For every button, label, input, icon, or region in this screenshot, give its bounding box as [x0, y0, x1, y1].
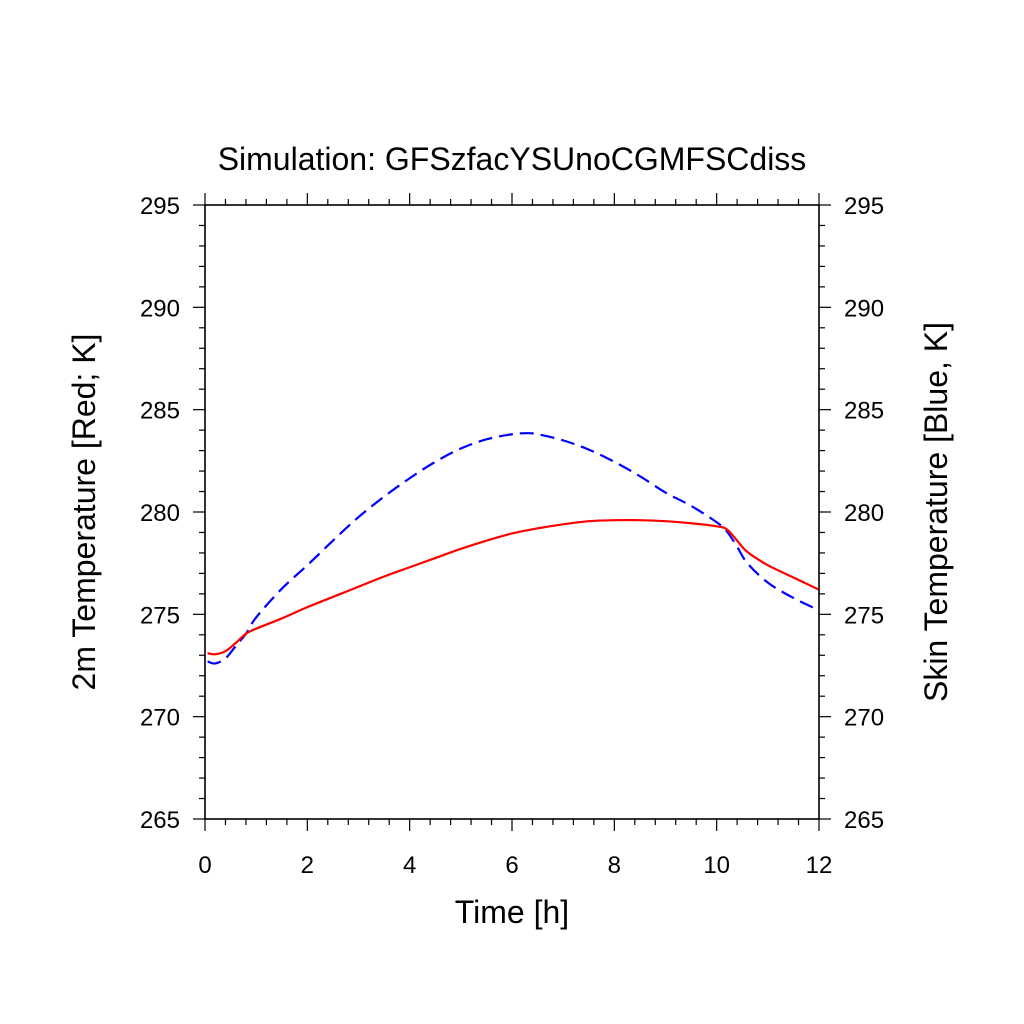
x-tick-label: 10 — [703, 852, 730, 879]
y-left-tick-label: 280 — [140, 500, 180, 527]
y-right-tick-label: 290 — [844, 295, 884, 322]
chart-title: Simulation: GFSzfacYSUnoCGMFSCdiss — [218, 141, 807, 177]
y-right-tick-label: 270 — [844, 705, 884, 732]
series-line-skin-temperature — [207, 432, 820, 665]
series-line-2m-temperature — [207, 518, 820, 656]
x-tick-label: 8 — [608, 852, 621, 879]
y-left-tick-label: 275 — [140, 602, 180, 629]
left-y-axis-title: 2m Temperature [Red; K] — [66, 334, 102, 691]
x-tick-label: 2 — [301, 852, 314, 879]
y-left-tick-label: 270 — [140, 705, 180, 732]
plot-frame — [204, 204, 820, 820]
x-axis-title: Time [h] — [455, 894, 569, 930]
series-layer — [207, 432, 820, 665]
x-tick-label: 0 — [198, 852, 211, 879]
x-tick-label: 12 — [806, 852, 833, 879]
y-right-tick-label: 280 — [844, 500, 884, 527]
y-left-tick-label: 285 — [140, 398, 180, 425]
tick-labels-layer: 0 2 4 6 8 10 12 265 265 270 270 275 275 280 280 285 285 2… — [140, 193, 884, 879]
ticks-layer — [193, 193, 831, 831]
x-tick-label: 6 — [505, 852, 518, 879]
y-right-tick-label: 285 — [844, 398, 884, 425]
y-right-tick-label: 295 — [844, 193, 884, 220]
x-tick-label: 4 — [403, 852, 416, 879]
y-left-tick-label: 290 — [140, 295, 180, 322]
y-right-tick-label: 275 — [844, 602, 884, 629]
right-y-axis-title: Skin Temperature [Blue, K] — [918, 322, 954, 702]
y-right-tick-label: 265 — [844, 807, 884, 834]
y-left-tick-label: 265 — [140, 807, 180, 834]
y-left-tick-label: 295 — [140, 193, 180, 220]
